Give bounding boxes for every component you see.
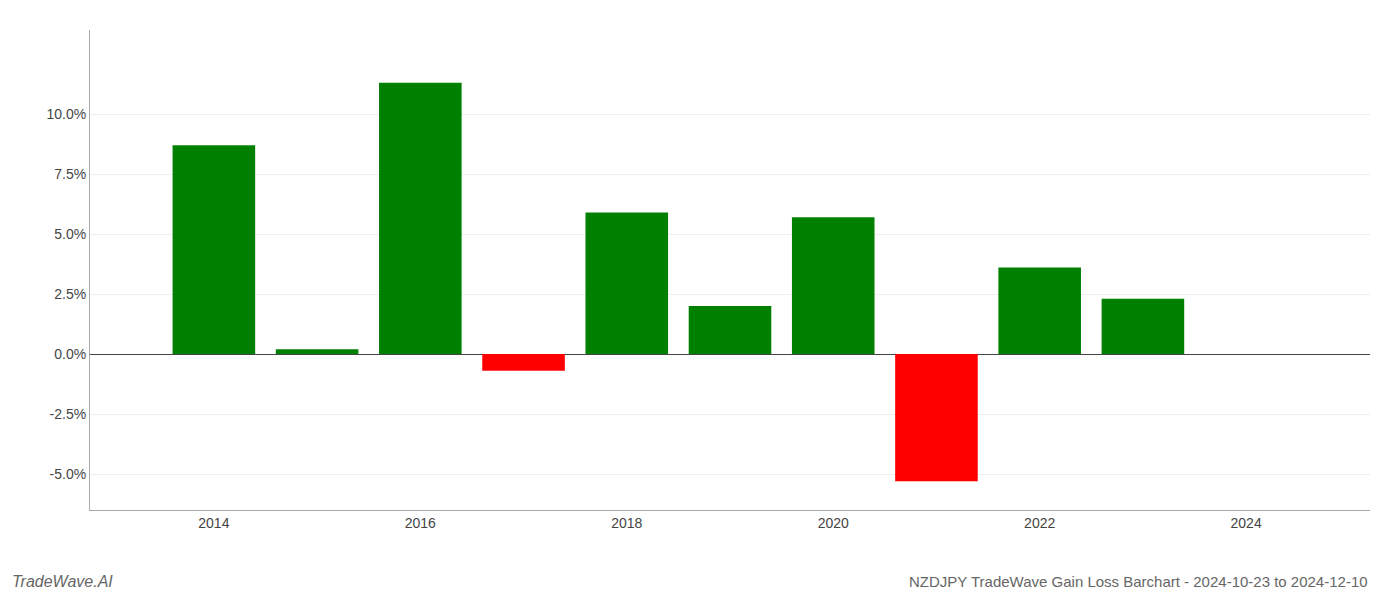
svg-text:-2.5%: -2.5% (50, 406, 87, 422)
svg-text:10.0%: 10.0% (46, 106, 86, 122)
svg-text:NZDJPY TradeWave Gain Loss Bar: NZDJPY TradeWave Gain Loss Barchart - 20… (909, 573, 1368, 590)
svg-text:2.5%: 2.5% (54, 286, 86, 302)
svg-text:2016: 2016 (405, 515, 436, 531)
svg-text:2014: 2014 (198, 515, 229, 531)
svg-text:7.5%: 7.5% (54, 166, 86, 182)
svg-text:-5.0%: -5.0% (50, 466, 87, 482)
svg-text:2024: 2024 (1231, 515, 1262, 531)
svg-text:2020: 2020 (818, 515, 849, 531)
svg-text:5.0%: 5.0% (54, 226, 86, 242)
svg-text:0.0%: 0.0% (54, 346, 86, 362)
svg-text:2018: 2018 (611, 515, 642, 531)
svg-text:TradeWave.AI: TradeWave.AI (12, 573, 113, 590)
svg-text:2022: 2022 (1024, 515, 1055, 531)
